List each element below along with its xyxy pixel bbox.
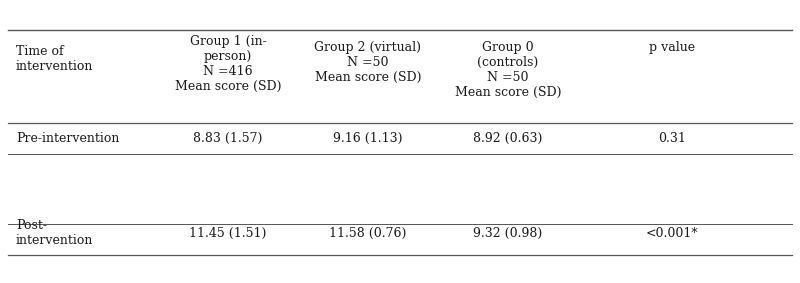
Text: 9.32 (0.98): 9.32 (0.98) bbox=[474, 227, 542, 240]
Text: 0.31: 0.31 bbox=[658, 132, 686, 145]
Text: 9.16 (1.13): 9.16 (1.13) bbox=[334, 132, 402, 145]
Text: <0.001*: <0.001* bbox=[646, 227, 698, 240]
Text: Pre-intervention: Pre-intervention bbox=[16, 132, 119, 145]
Text: 11.58 (0.76): 11.58 (0.76) bbox=[330, 227, 406, 240]
Text: 11.45 (1.51): 11.45 (1.51) bbox=[190, 227, 266, 240]
Text: 8.83 (1.57): 8.83 (1.57) bbox=[194, 132, 262, 145]
Text: Time of
intervention: Time of intervention bbox=[16, 45, 94, 73]
Text: 8.92 (0.63): 8.92 (0.63) bbox=[474, 132, 542, 145]
Text: Group 2 (virtual)
N =50
Mean score (SD): Group 2 (virtual) N =50 Mean score (SD) bbox=[314, 41, 422, 84]
Text: Group 0
(controls)
N =50
Mean score (SD): Group 0 (controls) N =50 Mean score (SD) bbox=[454, 41, 562, 99]
Text: Group 1 (in-
person)
N =416
Mean score (SD): Group 1 (in- person) N =416 Mean score (… bbox=[174, 35, 282, 93]
Text: p value: p value bbox=[649, 41, 695, 54]
Text: Post-
intervention: Post- intervention bbox=[16, 220, 94, 247]
